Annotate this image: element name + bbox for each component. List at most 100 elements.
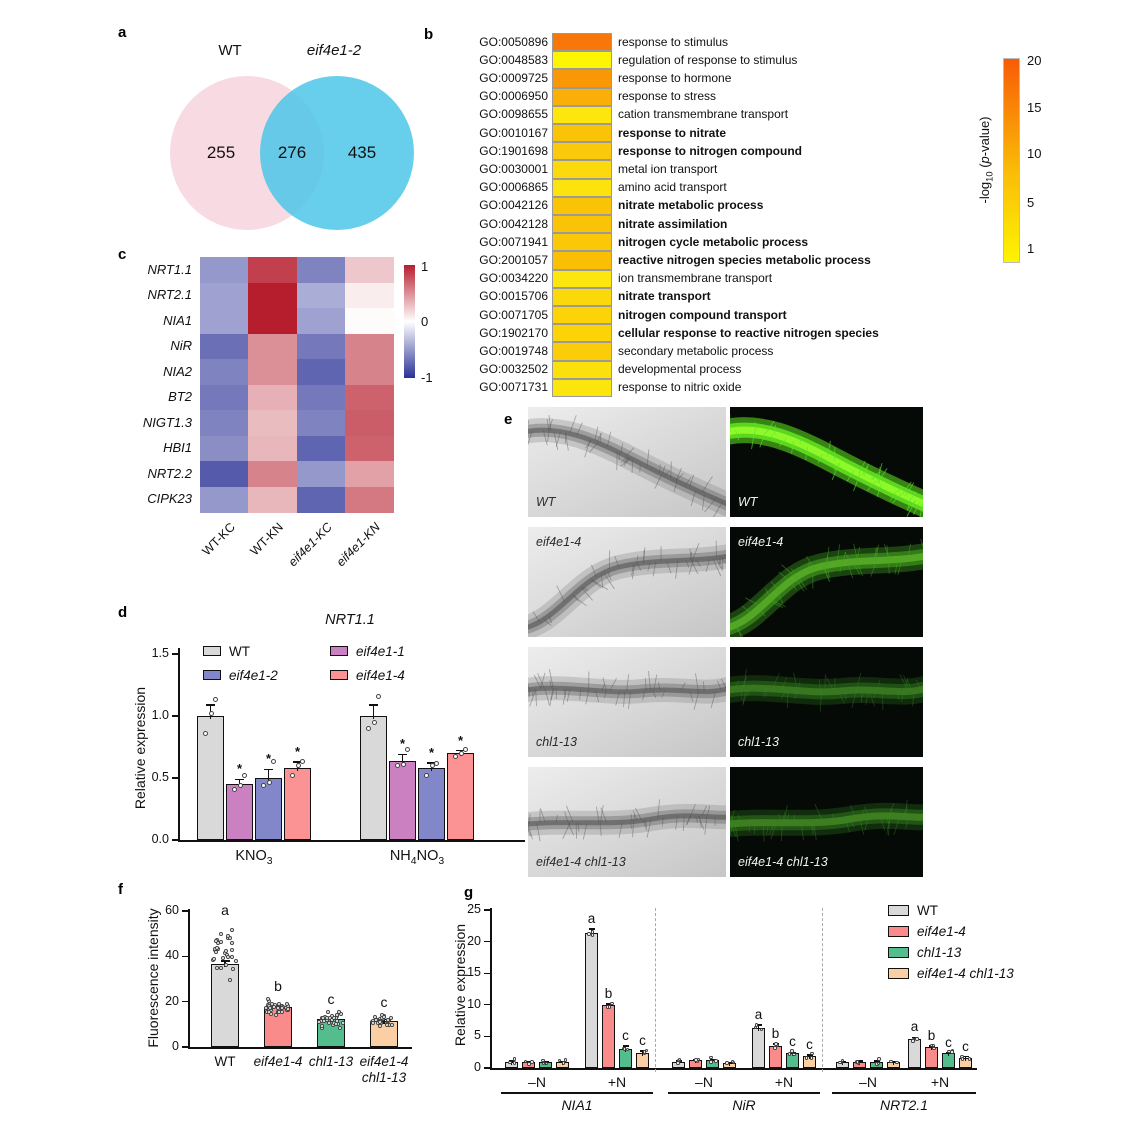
error-bar (892, 1061, 895, 1066)
chart-g-y-tick (484, 1067, 490, 1069)
chart-g-y-tick-label: 10 (467, 996, 481, 1011)
error-bar-cap (962, 1055, 969, 1058)
chart-g-cond-label: +N (930, 1074, 950, 1090)
heatmap-gene-label: NRT1.1 (147, 261, 192, 277)
chart-f-data-point (388, 1015, 393, 1020)
chart-g-data-point (967, 1057, 972, 1061)
chart-f-data-point (233, 958, 238, 963)
heatmap-cell (296, 384, 346, 411)
go-color-swatch (552, 378, 612, 397)
chart-f-sig-letter: a (221, 902, 229, 919)
chart-d-data-point (300, 759, 305, 765)
chart-f-data-point (226, 934, 231, 939)
go-id: GO:0050896 (479, 34, 548, 49)
chart-d-data-point (238, 782, 243, 788)
significance-asterisk: * (428, 745, 435, 761)
chart-d-y-tick (172, 777, 178, 779)
chart-g-sig-letter: a (754, 1007, 763, 1023)
heatmap-cell (296, 461, 346, 487)
chart-g-y-tick-label: 20 (467, 933, 481, 948)
error-bar (694, 1059, 697, 1064)
brightfield-image: eif4e1-4 (528, 527, 726, 637)
error-bar-cap (806, 1054, 813, 1056)
go-term: nitrate assimilation (618, 216, 728, 231)
error-bar (383, 1019, 385, 1024)
heatmap-cell (248, 308, 298, 334)
chart-f-data-point (382, 1015, 387, 1020)
chart-d-data-point (395, 763, 400, 769)
heatmap-colorbar-tick: -1 (421, 370, 433, 385)
chart-d-y-tick (172, 653, 178, 655)
chart-f-data-point (276, 1006, 281, 1011)
heatmap-gene-label: BT2 (168, 389, 192, 405)
heatmap-cell (344, 461, 394, 487)
go-color-swatch (552, 306, 612, 325)
chart-g-sig-letter: b (771, 1025, 780, 1041)
go-color-swatch (552, 105, 612, 124)
gene-group-underline (832, 1092, 976, 1094)
chart-f-data-point (229, 940, 234, 945)
heatmap-cell (296, 435, 346, 462)
chart-g-data-point (590, 930, 595, 934)
heatmap-cell (344, 257, 394, 283)
heatmap-cell (296, 282, 346, 309)
chart-f-bar (211, 964, 239, 1047)
group-label-seg: 3 (266, 855, 273, 867)
chart-f-sig-letter: b (274, 978, 282, 995)
go-term: secondary metabolic process (618, 343, 774, 358)
legend-label: WT (917, 903, 938, 918)
heatmap-cell (248, 486, 298, 513)
brightfield-image: eif4e1-4 chl1-13 (528, 767, 726, 877)
error-bar (728, 1062, 731, 1066)
error-bar-cap (709, 1059, 716, 1061)
heatmap-cell (248, 359, 298, 385)
chart-g-data-point (947, 1049, 951, 1054)
go-term: ion transmembrane transport (618, 271, 773, 286)
chart-f-data-point (272, 1005, 277, 1010)
legend-swatch (888, 926, 909, 937)
heatmap-gene-label: NIGT1.3 (142, 414, 192, 430)
go-term: developmental process (618, 362, 742, 377)
error-bar (641, 1050, 644, 1056)
heatmap-cell (344, 282, 394, 309)
chart-g-gene-label: NRT2.1 (880, 1097, 928, 1113)
chart-g-data-point (587, 932, 591, 936)
chart-f-data-point (211, 957, 216, 962)
heatmap-cell (296, 486, 346, 513)
chart-f-data-point (218, 932, 223, 937)
legend-label: eif4e1-4 (356, 668, 405, 683)
chart-g-data-point (610, 1001, 614, 1006)
chart-f-x-label: eif4e1-4 (253, 1054, 303, 1069)
chart-f-data-point (386, 1018, 391, 1023)
chart-g-y-tick-label: 25 (467, 902, 481, 916)
error-bar-cap (398, 753, 407, 756)
chart-g-ylabel: Relative expression (452, 923, 468, 1047)
chart-g-data-point (754, 1023, 759, 1027)
chart-d-bar (447, 753, 474, 840)
go-id: GO:2001057 (479, 252, 548, 267)
go-id: GO:1902170 (479, 325, 548, 340)
go-id: GO:0015706 (479, 289, 548, 304)
micrograph-genotype-label: eif4e1-4 chl1-13 (536, 855, 626, 869)
chart-f-data-point (230, 927, 235, 932)
chart-d-data-point (424, 773, 429, 779)
heatmap-gene-label: HBI1 (163, 440, 192, 456)
chart-f-data-point (327, 1021, 332, 1026)
heatmap-cell (296, 333, 346, 360)
go-term: response to nitrogen compound (618, 143, 803, 158)
go-id: GO:0030001 (479, 161, 548, 176)
chart-d-data-point (271, 759, 276, 765)
chart-g-data-point (932, 1046, 936, 1051)
chart-d-y-axis (178, 648, 180, 841)
panel-c-label: c (118, 246, 127, 263)
chart-g-data-point (915, 1037, 919, 1041)
chart-d-data-point (209, 711, 214, 717)
heatmap-cell (200, 435, 249, 462)
legend-swatch (330, 670, 348, 680)
chart-f-data-point (223, 948, 228, 953)
colorbar-tick: 10 (1027, 146, 1042, 162)
